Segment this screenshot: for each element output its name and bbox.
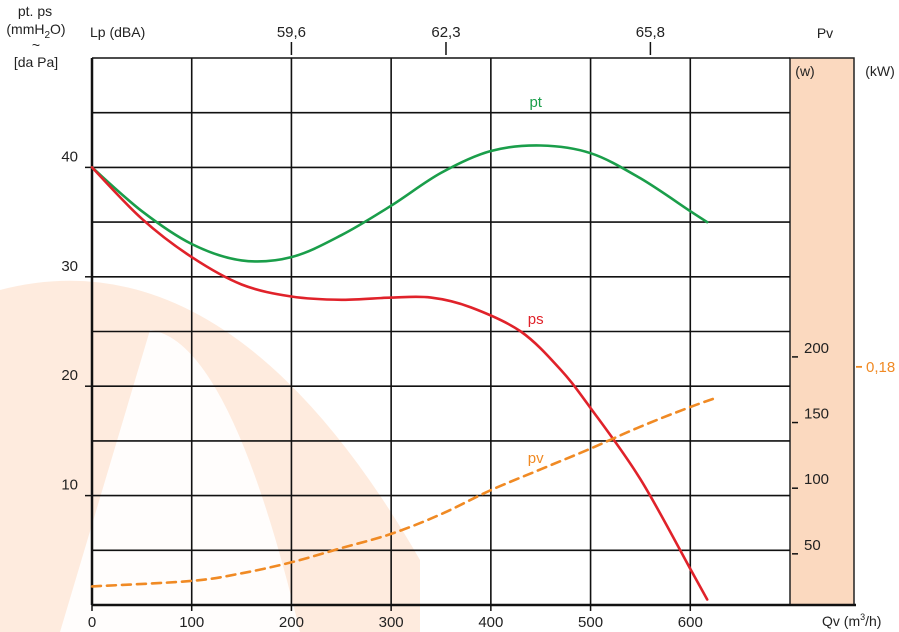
x-tick-labels: 0 100 200 300 400 500 600 — [88, 605, 703, 631]
y-axis-label-line2: (mmH2O) — [6, 21, 65, 41]
kw-unit-label: (kW) — [865, 63, 895, 79]
series-line-pt — [90, 144, 709, 263]
w-tick-label: 100 — [804, 471, 829, 488]
y-tick-label: 20 — [61, 367, 78, 384]
y-tick-label: 10 — [61, 477, 78, 494]
y-axis-label-line1: pt. ps — [18, 3, 52, 19]
series-label-ps: ps — [528, 311, 544, 328]
x-tick-label: 600 — [678, 614, 703, 631]
x-tick-label: 200 — [279, 614, 304, 631]
y-tick-label: 40 — [61, 148, 78, 165]
brand-watermark — [0, 280, 420, 632]
y-axis-label-line3: [da Pa] — [14, 54, 58, 70]
lp-tick-labels: 59,6 62,3 65,8 — [277, 24, 665, 55]
axes — [90, 57, 856, 607]
series-lines: pt ps pv — [90, 94, 720, 601]
x-tick-label: 400 — [478, 614, 503, 631]
pv-axis-title: Pv — [817, 25, 833, 41]
series-line-pv — [90, 395, 720, 588]
kw-tick-labels: 0,18 — [856, 359, 895, 376]
w-tick-label: 50 — [804, 537, 821, 554]
lp-tick-label: 65,8 — [636, 24, 665, 41]
lp-tick-label: 62,3 — [431, 24, 460, 41]
y-tick-label: 30 — [61, 258, 78, 275]
w-tick-label: 200 — [804, 340, 829, 357]
w-tick-label: 150 — [804, 406, 829, 423]
w-tick-labels: 50 100 150 200 — [792, 340, 829, 555]
series-label-pv: pv — [528, 450, 544, 467]
lp-axis-label: Lp (dBA) — [90, 24, 145, 40]
lp-tick-label: 59,6 — [277, 24, 306, 41]
kw-tick-label: 0,18 — [866, 359, 895, 376]
x-axis-label: Qv (m3/h) — [822, 612, 881, 629]
w-unit-label: (w) — [795, 63, 814, 79]
y-tick-labels: 10 20 30 40 — [61, 148, 92, 497]
watermark-cut — [60, 330, 300, 632]
x-tick-label: 0 — [88, 614, 96, 631]
x-tick-label: 500 — [578, 614, 603, 631]
series-line-ps — [90, 166, 709, 601]
y-axis-label-tilde: ~ — [32, 37, 40, 53]
power-band — [789, 57, 855, 606]
x-tick-label: 100 — [179, 614, 204, 631]
series-label-pt: pt — [529, 94, 542, 111]
x-tick-label: 300 — [379, 614, 404, 631]
grid-lines — [92, 58, 790, 605]
